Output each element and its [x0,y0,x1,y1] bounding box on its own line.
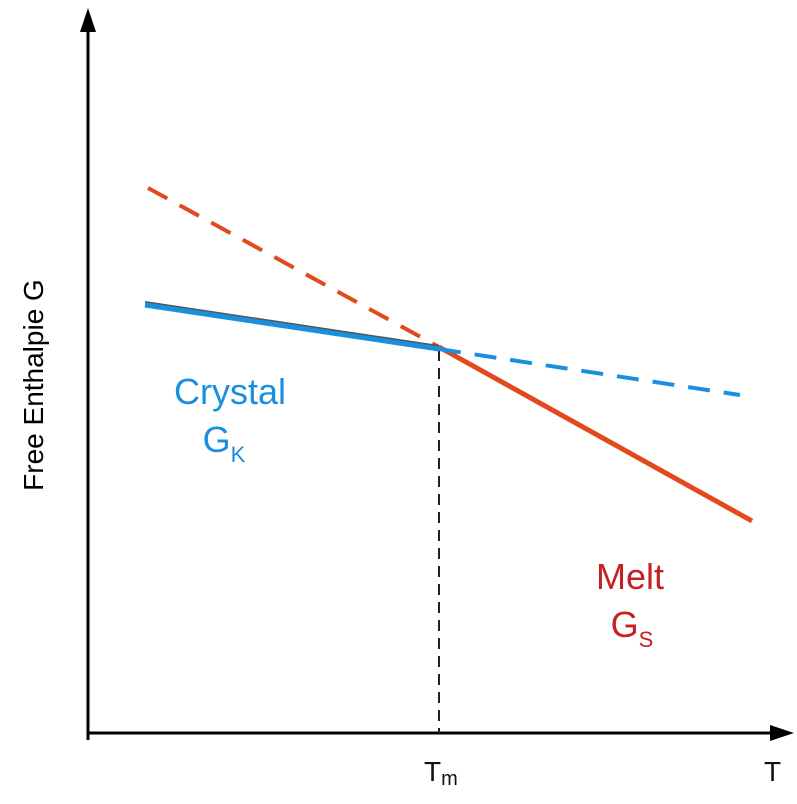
crystal-name: Crystal [173,371,286,412]
melt-name: Melt [595,556,664,597]
crystal-curve-solid [144,302,440,352]
crystal-label-group: Crystal GK [150,371,310,468]
crystal-curve-solid-shadow [144,301,440,347]
melt-symbol-main: G [610,604,639,645]
melt-curve-dashed [147,186,440,349]
crystal-symbol-sub: K [230,442,246,467]
crystal-symbol-main: G [202,419,231,460]
tm-tick-label: Tm [424,756,458,791]
crystal-curve-dashed [438,347,741,397]
melt-symbol-sub: S [638,627,654,652]
x-axis-label: T [764,756,782,787]
tm-main: T [424,756,442,787]
crystal-symbol: GK [138,419,310,468]
tm-sub: m [441,768,458,790]
y-axis-arrowhead [80,8,96,32]
melt-curve-solid [437,344,754,524]
melt-label-group: Melt GS [560,556,700,653]
y-axis-label: Free Enthalpie G [18,279,49,491]
melt-symbol: GS [564,604,700,653]
x-axis-arrowhead [770,725,794,741]
